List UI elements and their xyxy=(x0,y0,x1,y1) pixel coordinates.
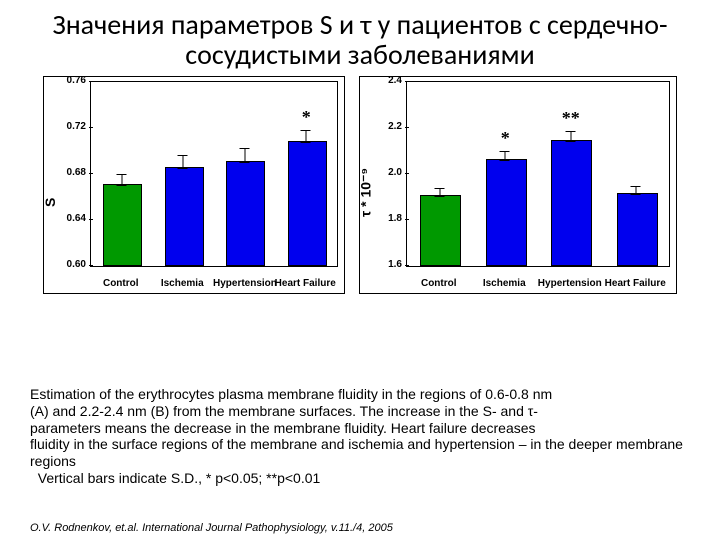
ytick-label: 0.76 xyxy=(54,75,86,86)
ytick-label: 0.72 xyxy=(54,121,86,132)
ytick-label: 2.2 xyxy=(370,121,402,132)
chart-s: S * 0.600.640.680.720.76ControlIschemiaH… xyxy=(43,76,345,294)
bar-hypertension xyxy=(551,140,592,266)
slide-title: Значения параметров S и τ у пациентов с … xyxy=(20,10,700,70)
errorbar xyxy=(439,188,440,197)
ytick-label: 1.8 xyxy=(370,213,402,224)
bar-control xyxy=(103,184,142,267)
xtick-label: Hypertension xyxy=(537,278,603,289)
bar-heart-failure xyxy=(617,193,658,266)
significance-marker: * xyxy=(486,128,525,149)
xtick-label: Control xyxy=(406,278,472,289)
ytick-label: 2.4 xyxy=(370,75,402,86)
reference-text: O.V. Rodnenkov, et.al. International Jou… xyxy=(30,522,393,534)
ytick-label: 0.68 xyxy=(54,167,86,178)
errorbar xyxy=(183,155,184,169)
ytick-label: 0.60 xyxy=(54,259,86,270)
bar-ischemia xyxy=(165,167,204,267)
errorbar xyxy=(505,151,506,160)
bar-hypertension xyxy=(226,161,265,267)
xtick-label: Hypertension xyxy=(213,278,275,289)
xtick-label: Heart Failure xyxy=(603,278,669,289)
bar-control xyxy=(420,195,461,266)
errorbar xyxy=(570,131,571,143)
chart-tau-plot: *** xyxy=(406,81,670,267)
errorbar xyxy=(636,186,637,195)
xtick-label: Control xyxy=(90,278,152,289)
bar-heart-failure xyxy=(288,141,327,266)
significance-marker: ** xyxy=(551,108,590,129)
significance-marker: * xyxy=(288,107,325,128)
bar-ischemia xyxy=(486,159,527,267)
errorbar xyxy=(306,130,307,144)
ytick-label: 2.0 xyxy=(370,167,402,178)
errorbar xyxy=(244,148,245,163)
ytick-label: 0.64 xyxy=(54,213,86,224)
caption-text: Estimation of the erythrocytes plasma me… xyxy=(30,386,690,487)
chart-s-ylabel: S xyxy=(42,198,58,207)
xtick-label: Ischemia xyxy=(472,278,538,289)
chart-s-plot: * xyxy=(90,81,338,267)
charts-row: S * 0.600.640.680.720.76ControlIschemiaH… xyxy=(0,76,720,294)
chart-tau: τ * 10⁻⁹ *** 1.61.82.02.22.4ControlIsche… xyxy=(359,76,677,294)
errorbar xyxy=(121,174,122,186)
ytick-label: 1.6 xyxy=(370,259,402,270)
xtick-label: Ischemia xyxy=(152,278,214,289)
xtick-label: Heart Failure xyxy=(275,278,337,289)
